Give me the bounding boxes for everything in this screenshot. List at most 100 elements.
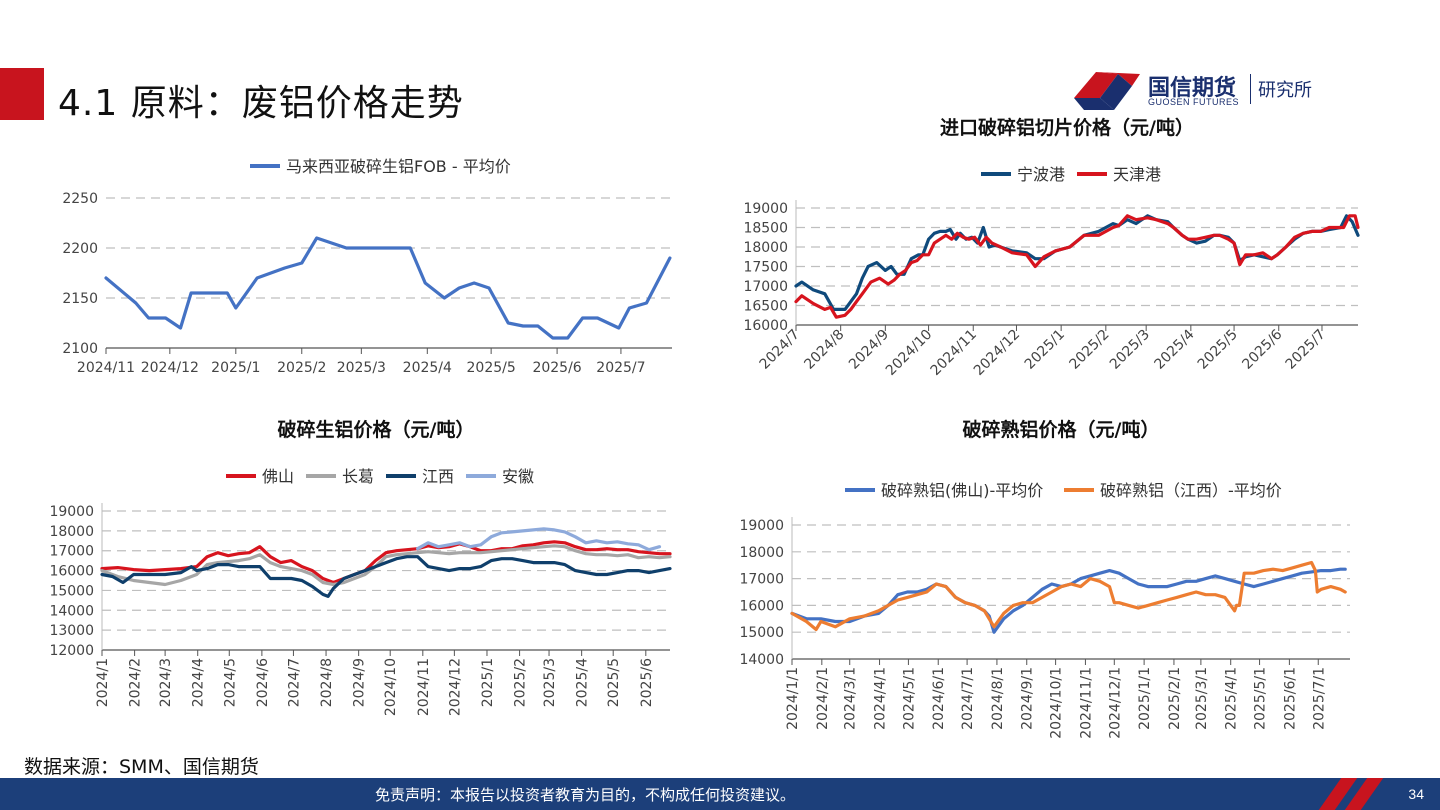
cooked-svg: 破碎熟铝价格（元/吨） 破碎熟铝(佛山)-平均价 破碎熟铝（江西）-平均价 14000… (739, 418, 1350, 739)
x-tick-label: 2025/4 (403, 360, 452, 376)
logo-mark-icon (1074, 72, 1140, 110)
legend-item: 安徽 (466, 467, 534, 486)
series-line (100, 544, 672, 587)
y-tick-label: 18000 (739, 545, 784, 561)
x-tick-label: 2025/6 (532, 360, 581, 376)
legend-label: 破碎熟铝(佛山)-平均价 (881, 481, 1043, 500)
y-tick-label: 17000 (739, 572, 784, 588)
x-tick-label: 2025/5 (606, 658, 622, 707)
x-tick-label: 2024/12/1 (1107, 667, 1123, 739)
series-line (790, 567, 1347, 634)
y-tick-label: 15000 (49, 583, 94, 599)
legend-label: 破碎熟铝（江西）-平均价 (1100, 481, 1282, 500)
logo-separator (1250, 74, 1251, 104)
series-line (794, 214, 1360, 311)
series-line (416, 527, 662, 552)
x-tick-label: 2024/6/1 (931, 667, 947, 730)
legend-label: 宁波港 (1017, 165, 1065, 184)
x-tick-label: 2025/2/1 (1167, 667, 1183, 730)
y-tick-label: 16000 (743, 318, 788, 334)
x-tick-label: 2024/8 (801, 327, 847, 373)
import-scrap-slice-chart: 进口破碎铝切片价格（元/吨） 宁波港 天津港 16000 16500 17000 17500… (730, 112, 1370, 402)
x-tick-label: 2025/2 (277, 360, 326, 376)
legend-item: 天津港 (1077, 165, 1161, 184)
x-tick-label: 2024/11 (416, 658, 432, 716)
footer-bar: 免责声明：本报告以投资者教育为目的，不构成任何投资建议。 34 (0, 778, 1440, 810)
y-tick-label: 17000 (49, 544, 94, 560)
x-tick-label: 2025/7 (1283, 327, 1329, 373)
malaysia-scrap-fob-chart: 马来西亚破碎生铝FOB - 平均价 2100 2150 2200 2250 2024/11… (40, 140, 690, 390)
page-title: 4.1 原料：废铝价格走势 (58, 83, 464, 124)
y-tick-label: 2150 (62, 291, 98, 307)
x-tick-label: 2025/1 (480, 658, 496, 707)
x-tick-label: 2025/1 (211, 360, 260, 376)
x-tick-label: 2025/7/1 (1311, 667, 1327, 730)
x-tick-label: 2025/1 (1022, 327, 1068, 373)
x-tick-label: 2024/11/1 (1078, 667, 1094, 739)
x-tick-label: 2024/12 (971, 327, 1023, 379)
legend-item: 江西 (386, 467, 454, 486)
y-tick-label: 14000 (739, 652, 784, 668)
series-line (100, 540, 672, 585)
x-tick-label: 2024/5 (222, 658, 238, 707)
x-tick-label: 2024/2 (128, 658, 144, 707)
x-tick-label: 2025/4 (1152, 326, 1198, 372)
title-accent-bar (0, 68, 44, 120)
legend-item: 佛山 (226, 467, 294, 486)
x-tick-label: 2025/4 (575, 658, 591, 707)
y-tick-label: 16000 (49, 564, 94, 580)
x-tick-label: 2025/7 (596, 360, 645, 376)
legend-item: 破碎熟铝(佛山)-平均价 (845, 481, 1043, 500)
series-line (100, 555, 672, 598)
x-tick-label: 2025/3 (337, 360, 386, 376)
x-tick-label: 2024/7 (286, 658, 302, 707)
x-tick-label: 2025/1/1 (1137, 667, 1153, 730)
scrap-raw-aluminum-chart: 破碎生铝价格（元/吨） 佛山 长葛 江西 安徽 12000 13000 14000 15000 1… (30, 418, 690, 738)
x-tick-label: 2024/10 (383, 658, 399, 716)
y-tick-label: 15000 (739, 625, 784, 641)
y-tick-label: 14000 (49, 603, 94, 619)
y-tick-label: 19000 (739, 518, 784, 534)
x-tick-label: 2024/12 (447, 658, 463, 716)
x-tick-label: 2024/11 (928, 327, 980, 379)
x-tick-label: 2025/2 (513, 658, 529, 707)
x-tick-label: 2024/12 (141, 360, 199, 376)
x-tick-label: 2025/3 (1107, 327, 1153, 373)
legend-label: 马来西亚破碎生铝FOB - 平均价 (286, 157, 511, 176)
x-tick-label: 2024/8/1 (990, 667, 1006, 730)
legend-label: 长葛 (342, 467, 374, 486)
x-tick-label: 2024/2/1 (815, 667, 831, 730)
malaysia-svg: 马来西亚破碎生铝FOB - 平均价 2100 2150 2200 2250 2024/11… (62, 157, 672, 376)
legend-item: 马来西亚破碎生铝FOB - 平均价 (250, 157, 511, 176)
series-line (790, 560, 1347, 632)
y-tick-label: 19000 (49, 504, 94, 520)
y-tick-label: 18500 (743, 221, 788, 237)
y-tick-label: 16500 (743, 299, 788, 315)
x-tick-label: 2024/9 (352, 658, 368, 707)
x-tick-label: 2025/6 (1239, 326, 1285, 372)
series-line (794, 214, 1360, 319)
legend-item: 宁波港 (981, 165, 1065, 184)
y-tick-label: 18000 (49, 524, 94, 540)
x-tick-label: 2025/5 (467, 360, 516, 376)
x-tick-label: 2024/1/1 (785, 667, 801, 730)
x-tick-label: 2024/6 (255, 658, 271, 707)
legend-item: 长葛 (306, 467, 374, 486)
legend-item: 破碎熟铝（江西）-平均价 (1064, 481, 1282, 500)
x-tick-label: 2025/6/1 (1282, 667, 1298, 730)
x-tick-label: 2024/9/1 (1020, 667, 1036, 730)
x-tick-label: 2024/3/1 (843, 667, 859, 730)
x-tick-label: 2024/11 (77, 360, 135, 376)
data-source-note: 数据来源：SMM、国信期货 (24, 756, 259, 778)
chart-title: 进口破碎铝切片价格（元/吨） (940, 116, 1194, 139)
logo-en-text: GUOSEN FUTURES (1148, 97, 1240, 107)
x-tick-label: 2024/10 (883, 327, 935, 379)
logo-institute-text: 研究所 (1258, 80, 1312, 101)
legend-label: 安徽 (502, 467, 534, 486)
x-tick-label: 2024/10/1 (1049, 667, 1065, 739)
x-tick-label: 2024/8 (319, 658, 335, 707)
x-tick-label: 2025/2 (1066, 327, 1112, 373)
y-tick-label: 18000 (743, 240, 788, 256)
y-tick-label: 2100 (62, 341, 98, 357)
x-tick-label: 2025/5 (1195, 327, 1241, 373)
